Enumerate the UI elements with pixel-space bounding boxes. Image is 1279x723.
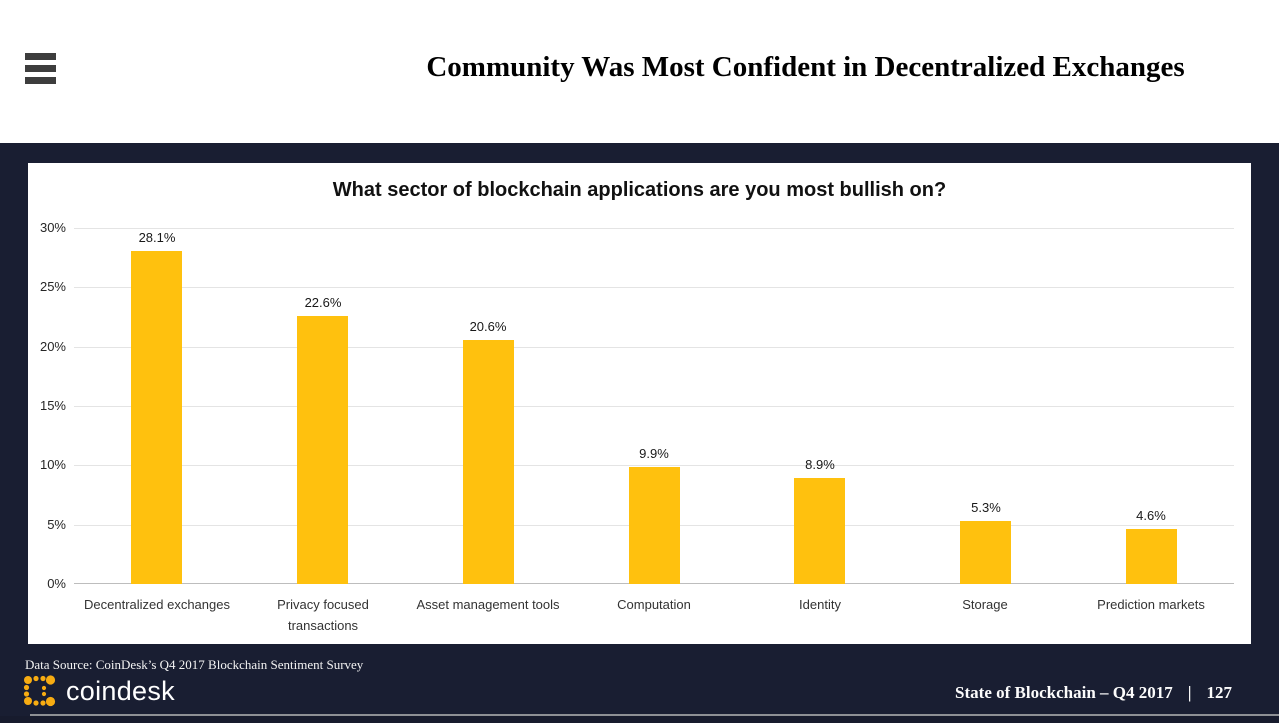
- coindesk-logo-icon: [23, 675, 56, 707]
- slide-header: Community Was Most Confident in Decentra…: [0, 0, 1279, 143]
- bar: [960, 521, 1011, 584]
- menu-button[interactable]: [25, 53, 56, 84]
- footer-separator: |: [1187, 683, 1192, 702]
- y-axis-tick: 15%: [39, 398, 66, 413]
- bar-value-label: 9.9%: [639, 446, 669, 461]
- gridline: [74, 347, 1234, 348]
- bar-value-label: 5.3%: [971, 500, 1001, 515]
- y-axis-tick: 25%: [39, 279, 66, 294]
- bar: [794, 478, 845, 584]
- slide-title: Community Was Most Confident in Decentra…: [426, 51, 1185, 83]
- gridline: [74, 406, 1234, 407]
- y-axis-tick: 20%: [39, 339, 66, 354]
- hamburger-icon: [25, 65, 56, 72]
- hamburger-icon: [25, 77, 56, 84]
- dark-panel: What sector of blockchain applications a…: [0, 143, 1279, 723]
- y-axis-tick: 0%: [47, 576, 66, 591]
- y-axis-tick: 5%: [47, 517, 66, 532]
- data-source: Data Source: CoinDesk’s Q4 2017 Blockcha…: [25, 657, 364, 672]
- coindesk-logo: coindesk: [22, 673, 175, 709]
- footer-right: State of Blockchain – Q4 2017 | 127: [955, 683, 1232, 703]
- bar-value-label: 4.6%: [1136, 508, 1166, 523]
- deck-title: State of Blockchain – Q4 2017: [955, 683, 1173, 702]
- bar: [297, 316, 348, 584]
- coindesk-logo-text: coindesk: [66, 675, 175, 706]
- chart-title: What sector of blockchain applications a…: [332, 179, 947, 201]
- x-axis-label: Asset management tools: [416, 597, 560, 612]
- bar: [629, 467, 680, 584]
- bar: [1126, 529, 1177, 584]
- bar-value-label: 22.6%: [304, 295, 342, 310]
- chart-card: What sector of blockchain applications a…: [28, 163, 1251, 644]
- bar-value-label: 28.1%: [138, 230, 176, 245]
- plot-area: 30% 25% 20% 15% 10% 5% 0% 28.1% Decentralized ex…: [40, 220, 1234, 633]
- bar-value-label: 8.9%: [805, 457, 835, 472]
- x-axis-label: Storage: [962, 597, 1008, 612]
- y-axis-tick: 10%: [39, 457, 66, 472]
- gridline: [74, 465, 1234, 466]
- hamburger-icon: [25, 53, 56, 60]
- gridline: [74, 287, 1234, 288]
- x-axis-label: Prediction markets: [1097, 597, 1205, 612]
- x-axis-label: Privacy focused transactions: [277, 597, 369, 634]
- x-axis-label: Decentralized exchanges: [84, 597, 230, 612]
- gridline: [74, 228, 1234, 229]
- page-number: 127: [1206, 683, 1233, 702]
- x-axis-label: Computation: [617, 597, 691, 612]
- bar-value-label: 20.6%: [469, 319, 507, 334]
- bar: [131, 251, 182, 584]
- bottom-edge-line: [30, 714, 1279, 716]
- y-axis-tick: 30%: [39, 220, 66, 235]
- bar: [463, 340, 514, 584]
- bottom-strip: [0, 716, 1279, 723]
- x-axis-label: Identity: [799, 597, 841, 612]
